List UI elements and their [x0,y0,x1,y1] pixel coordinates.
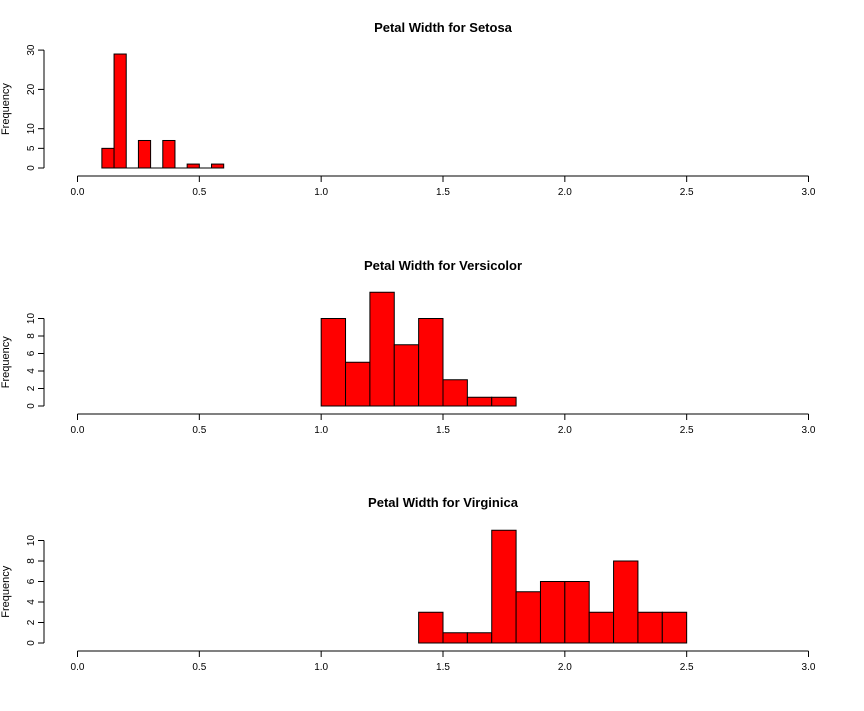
histogram-bar [162,139,176,169]
histogram-bar [418,318,444,407]
y-tick-label: 4 [26,599,37,605]
histogram-bar [491,529,517,644]
x-tick-label: 3.0 [802,425,816,436]
virginica-histogram-panel: Petal Width for Virginica 0.0 0.5 1.0 1.5 2.0… [0,495,816,673]
y-axis-label: Frequency [0,565,12,617]
x-tick-label: 3.0 [802,662,816,673]
y-tick-label: 30 [26,44,37,56]
x-tick-label: 0.0 [71,187,85,198]
histogram-bar [101,147,115,169]
y-tick-label: 8 [26,558,37,564]
versicolor-histogram-panel: Petal Width for Versicolor 0.0 0.5 1.0 1.5 2.… [0,258,816,436]
y-tick-label: 2 [26,619,37,625]
x-tick-label: 1.0 [314,425,328,436]
histogram-bar [637,611,663,644]
y-tick-label: 10 [26,535,37,547]
y-tick-label: 4 [26,368,37,374]
y-tick-label: 10 [26,313,37,325]
histogram-bar [466,632,493,644]
histogram-bar [345,361,371,407]
histogram-bar [564,581,590,644]
histogram-bar [442,632,468,644]
histogram-bar [466,396,493,407]
histogram-bar [613,560,639,644]
y-tick-label: 0 [26,640,37,646]
y-tick-label: 0 [26,403,37,409]
histogram-bar [539,581,566,644]
x-tick-label: 1.5 [436,425,450,436]
y-tick-label: 5 [26,145,37,151]
x-tick-label: 2.5 [680,425,694,436]
y-axis-label: Frequency [0,336,12,388]
y-axis-label: Frequency [0,83,12,135]
histogram-bar [491,396,517,407]
histogram-bar [515,591,541,644]
x-tick-label: 2.0 [558,662,572,673]
histogram-bar [113,53,127,169]
x-tick-label: 0.5 [192,662,206,673]
setosa-histogram-panel: Petal Width for Setosa 0.0 0.5 1.0 1.5 2.0 2.5… [0,20,816,198]
chart-title: Petal Width for Setosa [374,20,513,35]
histogram-bar [393,344,420,407]
y-tick-label: 20 [26,83,37,95]
y-tick-label: 6 [26,350,37,356]
y-tick-label: 2 [26,385,37,391]
y-tick-label: 10 [26,123,37,135]
x-tick-label: 0.5 [192,187,206,198]
histogram-bar [588,611,615,644]
x-tick-label: 1.0 [314,662,328,673]
x-tick-label: 0.0 [71,425,85,436]
histogram-bar [211,163,225,169]
histogram-bar [137,139,152,169]
chart-title: Petal Width for Virginica [368,495,519,510]
histogram-bar [442,379,468,407]
y-tick-label: 6 [26,578,37,584]
x-tick-label: 2.5 [680,187,694,198]
chart-title: Petal Width for Versicolor [364,258,522,273]
histogram-bar [320,318,347,407]
x-tick-label: 2.0 [558,187,572,198]
y-tick-label: 8 [26,333,37,339]
x-tick-label: 1.5 [436,662,450,673]
histogram-bar [661,611,688,644]
x-tick-label: 1.5 [436,187,450,198]
histogram-bar [369,291,395,407]
x-tick-label: 0.0 [71,662,85,673]
y-tick-label: 0 [26,165,37,171]
histogram-bar [418,611,444,644]
x-tick-label: 1.0 [314,187,328,198]
x-tick-label: 2.0 [558,425,572,436]
x-tick-label: 3.0 [802,187,816,198]
histogram-bar [186,163,200,169]
x-tick-label: 2.5 [680,662,694,673]
x-tick-label: 0.5 [192,425,206,436]
